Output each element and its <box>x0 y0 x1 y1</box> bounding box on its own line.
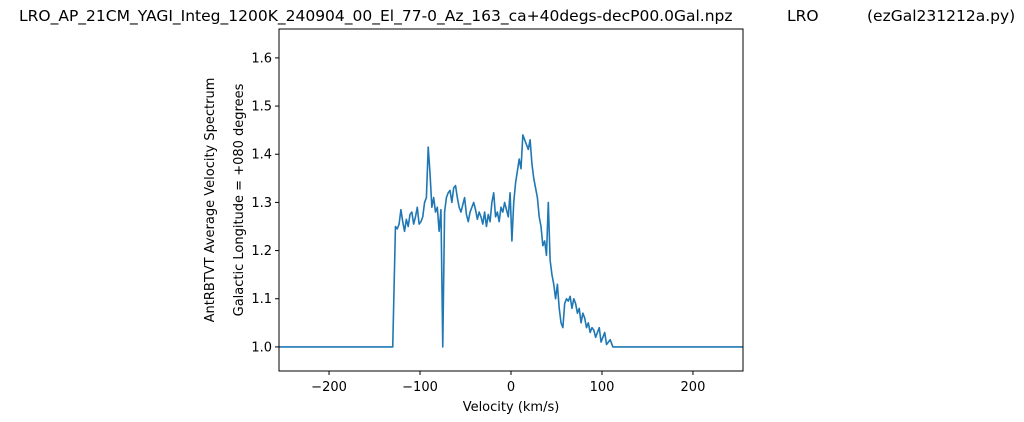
x-tick-label: −100 <box>402 380 438 395</box>
plot-area <box>278 28 744 372</box>
x-tick-label: −200 <box>311 380 347 395</box>
y-axis-label-longitude: Galactic Longitude = +080 degrees <box>232 83 247 316</box>
y-tick-label: 1.5 <box>251 100 272 115</box>
chart-title-observatory: LRO <box>787 7 819 25</box>
chart-title-filename: LRO_AP_21CM_YAGI_Integ_1200K_240904_00_E… <box>19 7 733 26</box>
y-axis-ticks: 1.0 1.1 1.2 1.3 1.4 1.5 1.6 <box>251 51 279 355</box>
x-axis-label: Velocity (km/s) <box>463 400 560 415</box>
x-tick-label: 100 <box>590 380 615 395</box>
x-tick-label: 0 <box>507 380 515 395</box>
x-axis-ticks: −200 −100 0 100 200 <box>311 371 705 395</box>
y-tick-label: 1.3 <box>251 196 272 211</box>
chart-title-script: (ezGal231212a.py) <box>867 7 1015 25</box>
y-tick-label: 1.0 <box>251 340 272 355</box>
y-tick-label: 1.6 <box>251 51 272 66</box>
y-axis-label: AntRBTVT Average Velocity Spectrum <box>203 78 218 323</box>
series-line-spectrum <box>279 134 743 348</box>
x-tick-label: 200 <box>681 380 706 395</box>
y-tick-label: 1.4 <box>251 148 272 163</box>
y-tick-label: 1.1 <box>251 292 272 307</box>
y-tick-label: 1.2 <box>251 244 272 259</box>
